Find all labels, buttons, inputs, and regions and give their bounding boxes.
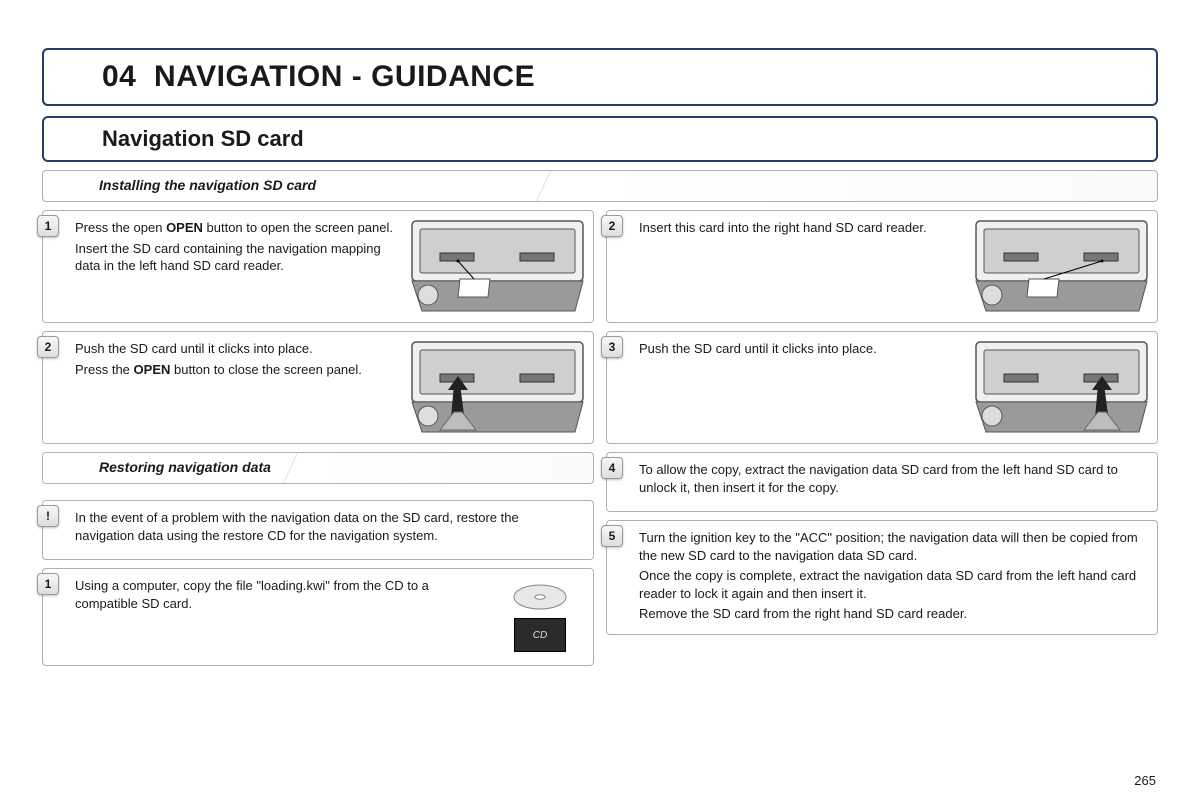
install-step-1: 1 Press the open OPEN button to open the… <box>42 210 594 323</box>
restore-step-4: 4 To allow the copy, extract the navigat… <box>606 452 1158 512</box>
step-badge: 3 <box>601 336 623 358</box>
device-illustration-right-push <box>974 340 1149 435</box>
cd-illustration: CD <box>495 577 585 657</box>
restore-subtitle: Restoring navigation data <box>99 459 271 475</box>
step-text: Push the SD card until it clicks into pl… <box>639 340 964 361</box>
step-text: To allow the copy, extract the navigatio… <box>639 461 1143 499</box>
step-badge: 4 <box>601 457 623 479</box>
step-text: Insert this card into the right hand SD … <box>639 219 964 240</box>
device-illustration-right-insert <box>974 219 1149 314</box>
chapter-title: 04 NAVIGATION - GUIDANCE <box>102 60 1138 94</box>
step-badge: 1 <box>37 573 59 595</box>
cd-label-icon: CD <box>514 618 566 652</box>
step-text: In the event of a problem with the navig… <box>75 509 579 547</box>
step-text: Push the SD card until it clicks into pl… <box>75 340 400 381</box>
restore-step-5: 5 Turn the ignition key to the "ACC" pos… <box>606 520 1158 635</box>
left-column: 1 Press the open OPEN button to open the… <box>42 210 594 666</box>
content-columns: 1 Press the open OPEN button to open the… <box>42 210 1158 666</box>
restore-subheader: Restoring navigation data <box>42 452 594 484</box>
chapter-number: 04 <box>102 60 136 93</box>
page-number: 265 <box>1134 773 1156 788</box>
step-text: Turn the ignition key to the "ACC" posit… <box>639 529 1143 626</box>
step-badge: 1 <box>37 215 59 237</box>
step-text: Using a computer, copy the file "loading… <box>75 577 485 615</box>
right-column: 2 Insert this card into the right hand S… <box>606 210 1158 666</box>
install-subtitle: Installing the navigation SD card <box>99 177 316 193</box>
restore-step-3: 3 Push the SD card until it clicks into … <box>606 331 1158 444</box>
step-badge: 5 <box>601 525 623 547</box>
warn-badge: ! <box>37 505 59 527</box>
restore-step-2: 2 Insert this card into the right hand S… <box>606 210 1158 323</box>
restore-step-1: 1 Using a computer, copy the file "loadi… <box>42 568 594 666</box>
device-illustration-left-insert <box>410 219 585 314</box>
step-badge: 2 <box>601 215 623 237</box>
chapter-text: NAVIGATION - GUIDANCE <box>154 60 535 93</box>
install-step-2: 2 Push the SD card until it clicks into … <box>42 331 594 444</box>
device-illustration-left-push <box>410 340 585 435</box>
step-badge: 2 <box>37 336 59 358</box>
step-text: Press the open OPEN button to open the s… <box>75 219 400 278</box>
chapter-header: 04 NAVIGATION - GUIDANCE <box>42 48 1158 106</box>
section-title: Navigation SD card <box>102 126 1138 152</box>
install-subheader: Installing the navigation SD card <box>42 170 1158 202</box>
restore-warning: ! In the event of a problem with the nav… <box>42 500 594 560</box>
section-header: Navigation SD card <box>42 116 1158 162</box>
